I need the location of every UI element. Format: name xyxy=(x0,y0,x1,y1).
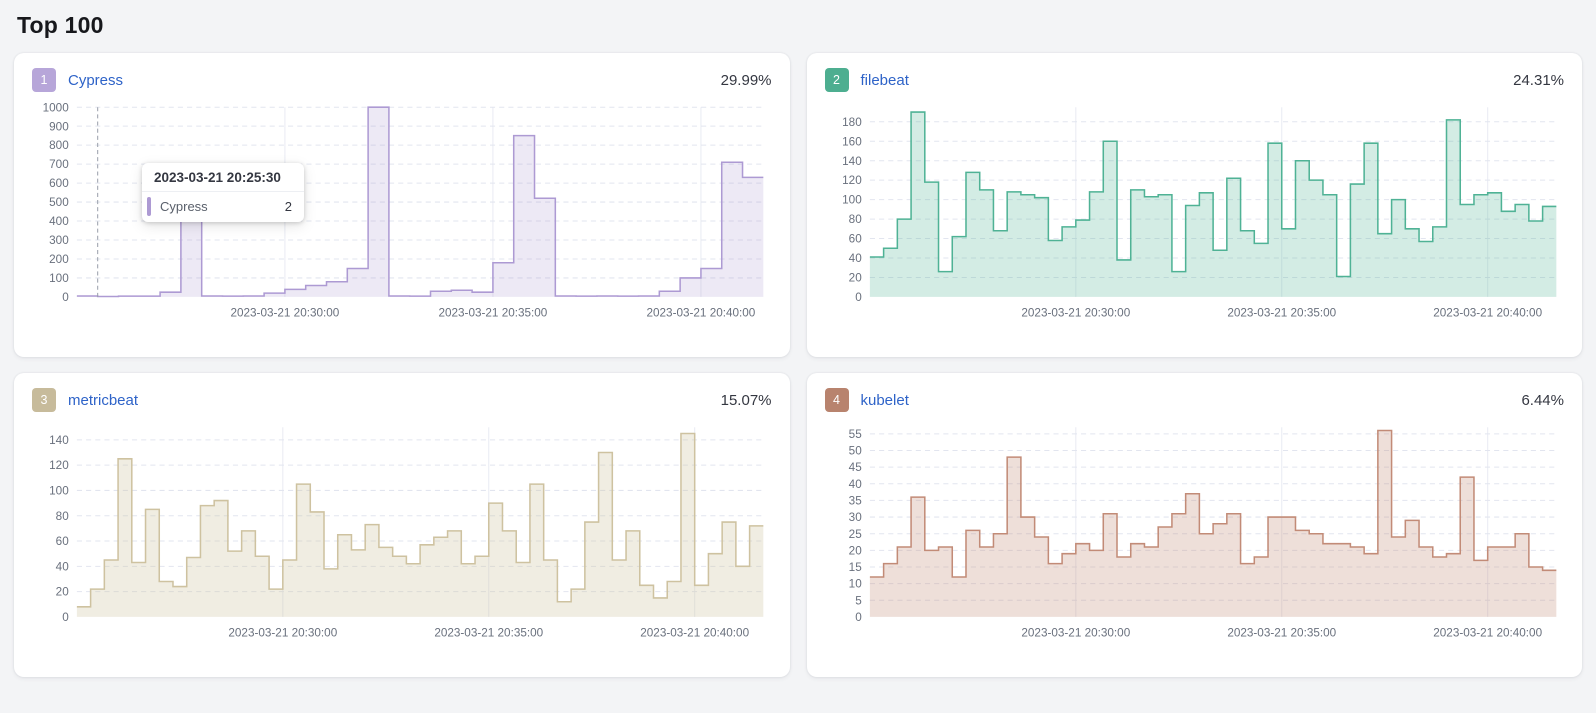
svg-text:60: 60 xyxy=(56,535,70,548)
tooltip-timestamp: 2023-03-21 20:25:30 xyxy=(142,163,304,192)
svg-text:200: 200 xyxy=(49,253,69,266)
svg-text:1000: 1000 xyxy=(43,101,70,114)
svg-text:2023-03-21 20:35:00: 2023-03-21 20:35:00 xyxy=(1227,306,1336,319)
chart-area-metricbeat[interactable]: 2023-03-21 20:30:00 2023-03-21 20:35:00 20… xyxy=(32,417,772,662)
svg-text:0: 0 xyxy=(855,291,862,304)
svg-text:30: 30 xyxy=(848,511,862,524)
page-title: Top 100 xyxy=(17,12,104,38)
percent-value: 15.07% xyxy=(720,391,772,409)
card-header: 3 metricbeat 15.07% xyxy=(32,387,772,413)
svg-text:2023-03-21 20:30:00: 2023-03-21 20:30:00 xyxy=(230,306,339,319)
top-100-dashboard: Top 100 1 Cypress 29.99% 2023-03-21 20:3… xyxy=(14,12,1582,677)
svg-text:2023-03-21 20:40:00: 2023-03-21 20:40:00 xyxy=(640,626,749,639)
svg-text:140: 140 xyxy=(49,434,69,447)
svg-text:2023-03-21 20:35:00: 2023-03-21 20:35:00 xyxy=(1227,626,1336,639)
tooltip-value: 2 xyxy=(284,199,292,214)
svg-text:100: 100 xyxy=(49,272,69,285)
svg-text:120: 120 xyxy=(842,174,862,187)
tooltip-row: Cypress 2 xyxy=(142,192,304,222)
svg-text:35: 35 xyxy=(848,495,862,508)
svg-text:45: 45 xyxy=(848,461,862,474)
chart-area-kubelet[interactable]: 2023-03-21 20:30:00 2023-03-21 20:35:00 20… xyxy=(825,417,1565,662)
svg-text:300: 300 xyxy=(49,234,69,247)
series-link-filebeat[interactable]: filebeat xyxy=(860,71,909,89)
percent-value: 6.44% xyxy=(1521,391,1564,409)
chart-tooltip: 2023-03-21 20:25:30 Cypress 2 xyxy=(142,163,304,222)
svg-text:700: 700 xyxy=(49,158,69,171)
svg-text:10: 10 xyxy=(848,578,862,591)
chart-card-metricbeat: 3 metricbeat 15.07% 2023-03-21 20:30:00 2… xyxy=(14,373,790,677)
svg-text:55: 55 xyxy=(848,428,862,441)
chart-area-filebeat[interactable]: 2023-03-21 20:30:00 2023-03-21 20:35:00 20… xyxy=(825,97,1565,342)
svg-text:60: 60 xyxy=(848,233,862,246)
svg-text:40: 40 xyxy=(56,560,70,573)
svg-text:500: 500 xyxy=(49,196,69,209)
svg-text:2023-03-21 20:40:00: 2023-03-21 20:40:00 xyxy=(1433,626,1542,639)
series-color-marker xyxy=(147,197,151,216)
rank-badge: 4 xyxy=(824,388,849,412)
svg-text:20: 20 xyxy=(56,586,70,599)
card-header: 1 Cypress 29.99% xyxy=(32,67,772,93)
card-header: 4 kubelet 6.44% xyxy=(824,387,1564,413)
rank-badge: 2 xyxy=(824,68,849,92)
svg-text:25: 25 xyxy=(848,528,862,541)
svg-text:800: 800 xyxy=(49,139,69,152)
svg-text:2023-03-21 20:30:00: 2023-03-21 20:30:00 xyxy=(1021,306,1130,319)
percent-value: 24.31% xyxy=(1513,71,1564,89)
svg-text:20: 20 xyxy=(848,544,862,557)
svg-text:2023-03-21 20:30:00: 2023-03-21 20:30:00 xyxy=(1021,626,1130,639)
svg-text:600: 600 xyxy=(49,177,69,190)
svg-text:2023-03-21 20:35:00: 2023-03-21 20:35:00 xyxy=(434,626,543,639)
tooltip-series-name: Cypress xyxy=(160,199,208,214)
svg-text:2023-03-21 20:40:00: 2023-03-21 20:40:00 xyxy=(647,306,756,319)
series-link-kubelet[interactable]: kubelet xyxy=(860,391,909,409)
series-link-metricbeat[interactable]: metricbeat xyxy=(68,391,139,409)
chart-card-kubelet: 4 kubelet 6.44% 2023-03-21 20:30:00 2023-… xyxy=(806,373,1582,677)
svg-text:2023-03-21 20:40:00: 2023-03-21 20:40:00 xyxy=(1433,306,1542,319)
svg-text:2023-03-21 20:30:00: 2023-03-21 20:30:00 xyxy=(228,626,337,639)
series-link-cypress[interactable]: Cypress xyxy=(68,71,124,89)
svg-text:15: 15 xyxy=(848,561,862,574)
chart-card-cypress: 1 Cypress 29.99% 2023-03-21 20:30:00 2023… xyxy=(14,53,790,357)
svg-text:80: 80 xyxy=(848,213,862,226)
svg-text:0: 0 xyxy=(62,291,69,304)
svg-text:2023-03-21 20:35:00: 2023-03-21 20:35:00 xyxy=(439,306,548,319)
cards-grid: 1 Cypress 29.99% 2023-03-21 20:30:00 2023… xyxy=(14,53,1582,677)
svg-text:400: 400 xyxy=(49,215,69,228)
svg-text:100: 100 xyxy=(49,485,69,498)
step-area-chart-kubelet: 2023-03-21 20:30:00 2023-03-21 20:35:00 20… xyxy=(848,427,1556,639)
svg-text:120: 120 xyxy=(49,459,69,472)
svg-text:5: 5 xyxy=(855,594,862,607)
svg-text:0: 0 xyxy=(62,611,69,624)
svg-text:180: 180 xyxy=(842,116,862,129)
svg-text:100: 100 xyxy=(842,194,862,207)
svg-text:50: 50 xyxy=(848,445,862,458)
step-area-chart-filebeat: 2023-03-21 20:30:00 2023-03-21 20:35:00 20… xyxy=(842,107,1556,319)
svg-text:40: 40 xyxy=(848,478,862,491)
step-area-chart-metricbeat: 2023-03-21 20:30:00 2023-03-21 20:35:00 20… xyxy=(49,427,764,639)
chart-card-filebeat: 2 filebeat 24.31% 2023-03-21 20:30:00 202… xyxy=(806,53,1582,357)
rank-badge: 1 xyxy=(32,68,56,92)
svg-text:40: 40 xyxy=(848,252,862,265)
rank-badge: 3 xyxy=(32,388,56,412)
svg-text:20: 20 xyxy=(848,272,862,285)
chart-area-cypress[interactable]: 2023-03-21 20:30:00 2023-03-21 20:35:00 20… xyxy=(32,97,772,342)
card-header: 2 filebeat 24.31% xyxy=(824,67,1564,93)
svg-text:0: 0 xyxy=(855,611,862,624)
svg-text:80: 80 xyxy=(56,510,70,523)
svg-text:900: 900 xyxy=(49,120,69,133)
svg-text:160: 160 xyxy=(842,135,862,148)
svg-text:140: 140 xyxy=(842,155,862,168)
percent-value: 29.99% xyxy=(720,71,772,89)
